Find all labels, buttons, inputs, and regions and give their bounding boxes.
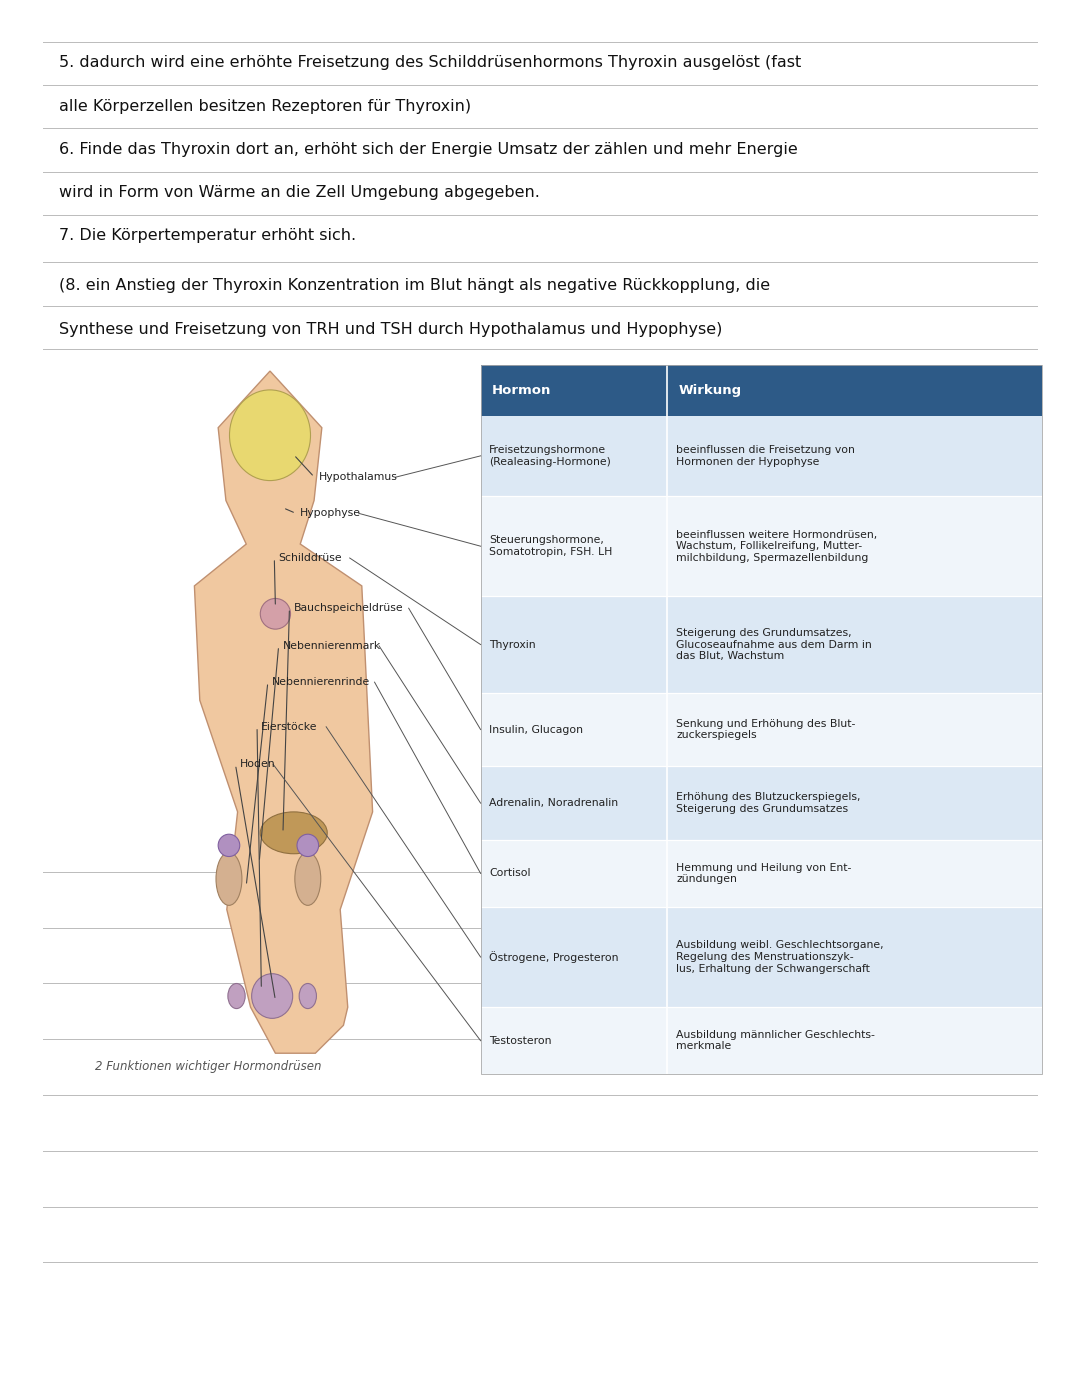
Text: Steigerung des Grundumsatzes,
Glucoseaufnahme aus dem Darm in
das Blut, Wachstum: Steigerung des Grundumsatzes, Glucoseauf… [676,628,872,661]
Text: alle Körperzellen besitzen Rezeptoren für Thyroxin): alle Körperzellen besitzen Rezeptoren fü… [59,99,472,113]
Text: wird in Form von Wärme an die Zell Umgebung abgegeben.: wird in Form von Wärme an die Zell Umgeb… [59,186,540,199]
Ellipse shape [216,852,242,905]
Text: Adrenalin, Noradrenalin: Adrenalin, Noradrenalin [489,798,619,808]
Text: 6. Finde das Thyroxin dort an, erhöht sich der Energie Umsatz der zählen und meh: 6. Finde das Thyroxin dort an, erhöht si… [59,142,798,156]
Ellipse shape [228,983,245,1009]
Ellipse shape [252,974,293,1018]
Text: Wirkung: Wirkung [678,384,741,398]
Ellipse shape [297,834,319,857]
Text: beeinflussen die Freisetzung von
Hormonen der Hypophyse: beeinflussen die Freisetzung von Hormone… [676,445,855,467]
Text: Steuerungshormone,
Somatotropin, FSH. LH: Steuerungshormone, Somatotropin, FSH. LH [489,536,612,557]
Text: Hoden: Hoden [240,759,275,770]
Text: Östrogene, Progesteron: Östrogene, Progesteron [489,951,619,963]
FancyBboxPatch shape [481,365,1042,416]
FancyBboxPatch shape [481,693,1042,766]
FancyBboxPatch shape [481,497,1042,597]
PathPatch shape [194,371,373,1053]
FancyBboxPatch shape [481,1007,1042,1074]
Text: Ausbildung männlicher Geschlechts-
merkmale: Ausbildung männlicher Geschlechts- merkm… [676,1030,875,1052]
Text: Ausbildung weibl. Geschlechtsorgane,
Regelung des Menstruationszyk-
lus, Erhaltu: Ausbildung weibl. Geschlechtsorgane, Reg… [676,940,883,974]
Text: Nebennierenrinde: Nebennierenrinde [272,677,370,688]
Ellipse shape [260,598,291,629]
Text: beeinflussen weitere Hormondrüsen,
Wachstum, Follikelreifung, Mutter-
milchbildu: beeinflussen weitere Hormondrüsen, Wachs… [676,530,877,562]
Text: Testosteron: Testosteron [489,1035,552,1046]
Text: Erhöhung des Blutzuckerspiegels,
Steigerung des Grundumsatzes: Erhöhung des Blutzuckerspiegels, Steiger… [676,792,861,813]
Text: 7. Die Körpertemperatur erhöht sich.: 7. Die Körpertemperatur erhöht sich. [59,229,356,243]
Text: Insulin, Glucagon: Insulin, Glucagon [489,724,583,735]
Ellipse shape [218,834,240,857]
Text: Freisetzungshormone
(Realeasing-Hormone): Freisetzungshormone (Realeasing-Hormone) [489,445,611,467]
Text: 5. dadurch wird eine erhöhte Freisetzung des Schilddrüsenhormons Thyroxin ausgel: 5. dadurch wird eine erhöhte Freisetzung… [59,56,801,70]
FancyBboxPatch shape [481,840,1042,907]
Text: Senkung und Erhöhung des Blut-
zuckerspiegels: Senkung und Erhöhung des Blut- zuckerspi… [676,718,855,741]
Ellipse shape [260,812,327,854]
Ellipse shape [299,983,316,1009]
Text: Schilddrüse: Schilddrüse [279,552,342,564]
FancyBboxPatch shape [481,907,1042,1007]
FancyBboxPatch shape [481,416,1042,497]
Text: Nebennierenmark: Nebennierenmark [283,640,381,651]
Ellipse shape [295,852,321,905]
Text: Hypothalamus: Hypothalamus [319,472,397,483]
Text: Hemmung und Heilung von Ent-
zündungen: Hemmung und Heilung von Ent- zündungen [676,862,851,884]
Text: Eierstöcke: Eierstöcke [261,721,318,732]
Text: 2 Funktionen wichtiger Hormondrüsen: 2 Funktionen wichtiger Hormondrüsen [95,1060,322,1073]
Text: Thyroxin: Thyroxin [489,639,536,650]
Text: Bauchspeicheldrüse: Bauchspeicheldrüse [294,603,404,614]
Text: Cortisol: Cortisol [489,869,530,879]
Text: Hormon: Hormon [491,384,551,398]
Text: Hypophyse: Hypophyse [300,508,361,519]
FancyBboxPatch shape [481,766,1042,840]
FancyBboxPatch shape [481,597,1042,693]
Text: (8. ein Anstieg der Thyroxin Konzentration im Blut hängt als negative Rückkopplu: (8. ein Anstieg der Thyroxin Konzentrati… [59,279,770,293]
Ellipse shape [229,391,311,480]
Text: Synthese und Freisetzung von TRH und TSH durch Hypothalamus und Hypophyse): Synthese und Freisetzung von TRH und TSH… [59,322,723,336]
